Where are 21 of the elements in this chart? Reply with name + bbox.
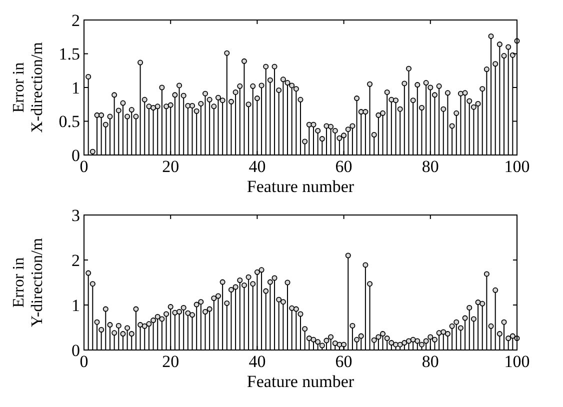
x-tick-label: 100 <box>504 157 530 176</box>
y-tick-label: 2 <box>72 250 80 270</box>
y-tick-label: 2 <box>72 10 80 30</box>
x-axis-title: Feature number <box>246 372 354 391</box>
y-tick-label: 3 <box>72 206 80 225</box>
y-axis-title: Error in X-direction/m <box>10 42 46 133</box>
x-tick-label: 60 <box>335 157 352 176</box>
x-tick-label: 100 <box>504 352 530 371</box>
y-tick-label: 0.5 <box>58 112 80 132</box>
y-tick-label: 1.5 <box>58 44 80 64</box>
x-axis-title: Feature number <box>246 177 354 196</box>
x-tick-label: 60 <box>335 352 352 371</box>
x-tick-label: 80 <box>422 352 439 371</box>
x-tick-label: 80 <box>422 157 439 176</box>
y-tick-label: 1 <box>72 78 80 98</box>
y-axis-title: Error in Y-direction/m <box>10 238 46 327</box>
x-tick-label: 40 <box>248 157 266 176</box>
y-tick-label: 1 <box>72 296 80 315</box>
x-tick-label: 20 <box>162 157 180 176</box>
x-tick-label: 40 <box>248 352 266 371</box>
x-tick-label: 20 <box>162 352 180 371</box>
